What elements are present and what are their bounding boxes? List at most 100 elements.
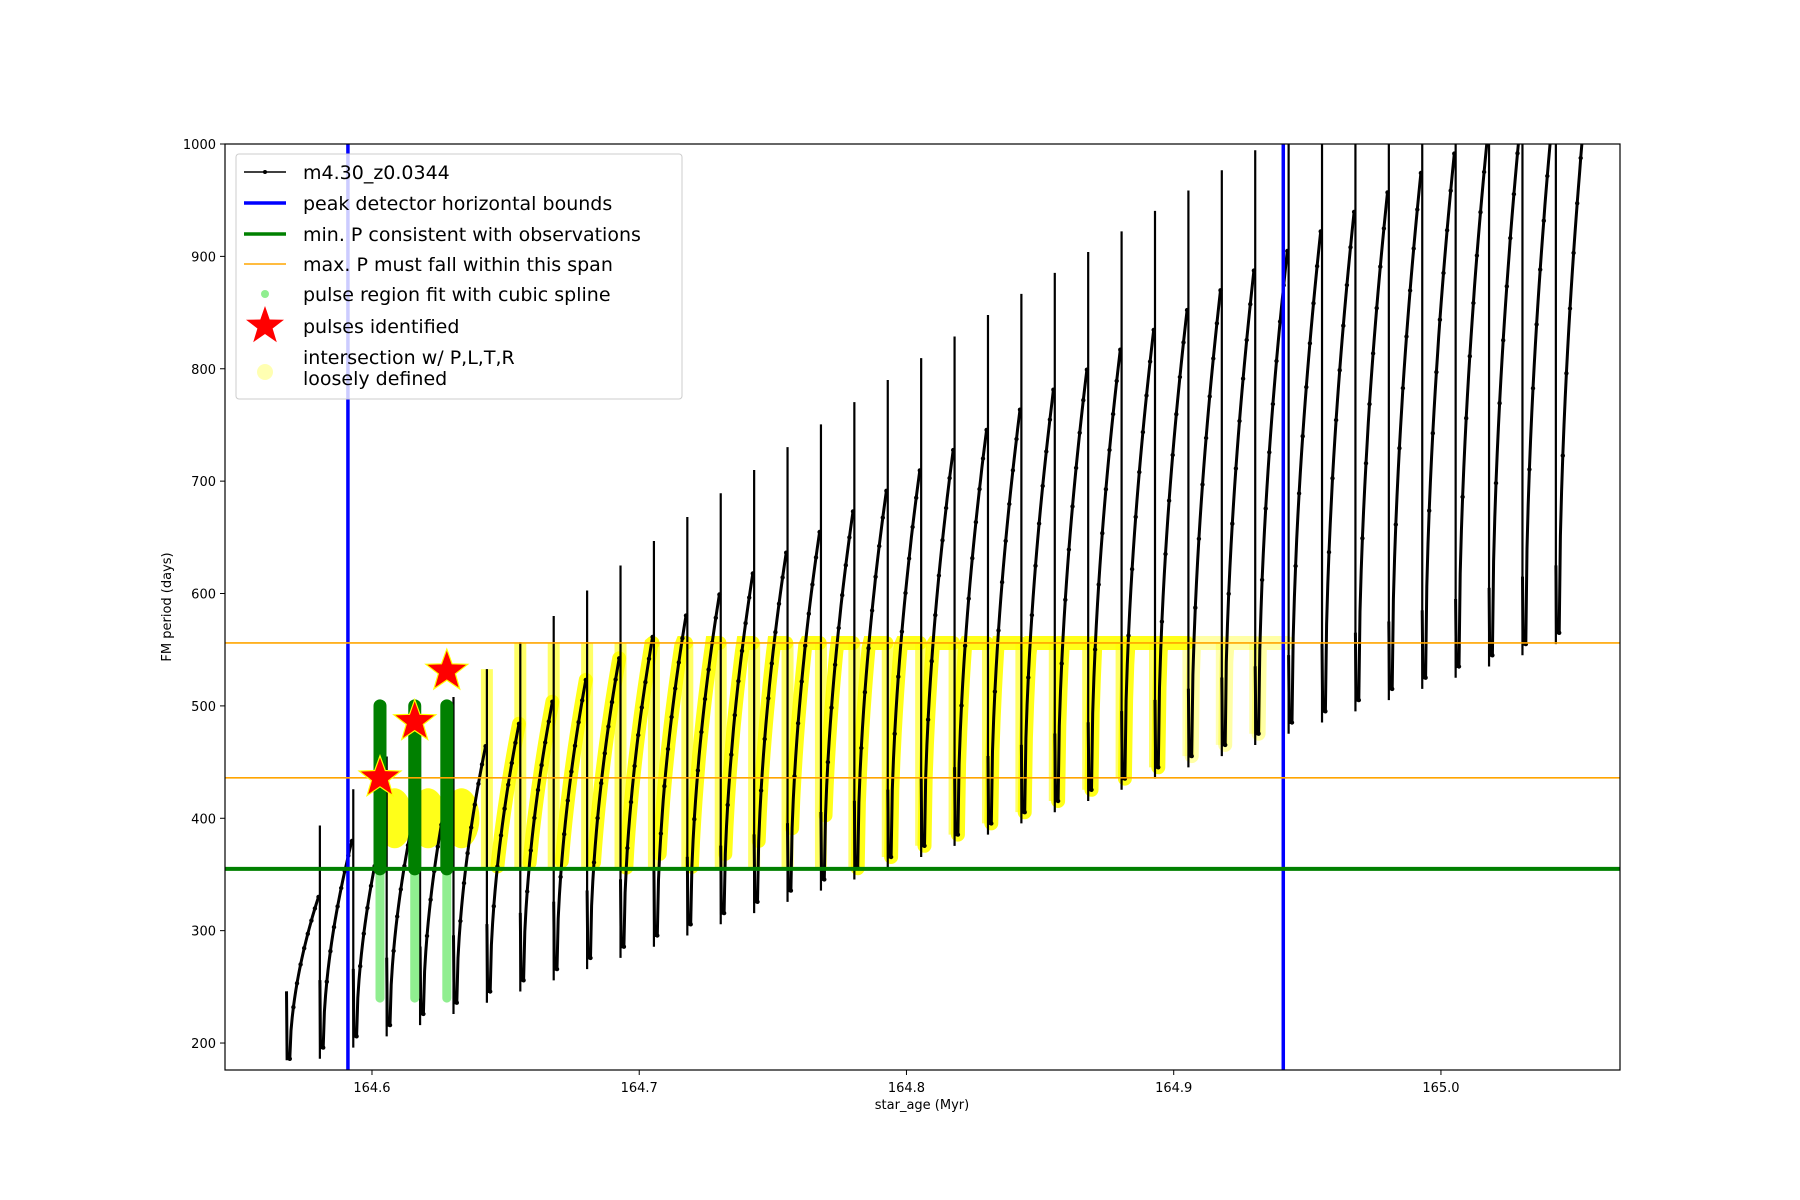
track-point [1501,338,1506,343]
track-segment [886,470,922,859]
track-point [1055,798,1061,804]
track-segment [1053,369,1089,803]
track-point [1244,337,1249,343]
track-point [1137,469,1142,475]
track-segment [1387,172,1423,691]
track-point [1471,300,1476,306]
track-segment [1320,211,1356,713]
legend-swatch-pulses [246,306,284,343]
track-segment [619,636,655,949]
track-point [1311,301,1316,306]
track-point [1549,132,1553,136]
track-point [992,689,998,694]
track-point [588,955,593,961]
track-point [1193,605,1198,610]
track-point [1464,416,1469,421]
track-point [955,832,961,837]
track-point [843,563,848,568]
track-point [609,699,615,705]
track-point [621,944,627,949]
track-point [680,636,685,641]
track-point [309,918,314,923]
track-point [525,889,530,894]
track-point [1304,384,1309,390]
track-point [970,556,975,561]
track-point [1486,132,1490,136]
legend-label-intersection-line: intersection w/ P,L,T,R [303,347,515,369]
track-point [491,904,496,909]
track-point [822,877,827,882]
track-point [929,659,934,664]
track-point [294,981,300,986]
track-segment [585,658,621,960]
track-point [1337,368,1342,373]
track-point [655,933,660,938]
track-point [1504,284,1510,289]
track-point [1163,551,1168,557]
legend: m4.30_z0.0344 peak detector horizontal b… [235,153,683,400]
track-point [472,802,477,807]
track-point [435,844,440,849]
track-point [602,751,607,756]
track-point [521,978,526,983]
track-point [1397,446,1402,451]
y-tick-label: 700 [191,475,216,490]
track-point [625,845,630,851]
track-point [1333,417,1339,423]
track-point [1207,394,1212,399]
track-segment [852,490,888,870]
track-point [1326,550,1332,555]
track-point [324,979,329,984]
track-point [454,1000,459,1005]
track-point [1370,351,1376,356]
track-point [665,746,671,752]
track-point [1129,567,1135,572]
track-point [1156,765,1161,770]
y-tick-label: 300 [191,925,216,940]
track-point [595,815,600,821]
track-segment [1186,290,1222,758]
track-point [780,575,785,580]
track-segment [719,573,755,915]
track-point [773,630,778,635]
track-point [1022,810,1027,815]
track-point [613,677,618,682]
track-point [999,580,1005,585]
track-point [1089,787,1094,792]
y-tick-label: 600 [191,588,216,603]
track-point [565,798,570,803]
pulse-star [392,697,438,741]
track-point [966,596,971,601]
track-point [1126,633,1131,638]
track-point [1534,322,1539,327]
x-axis: 164.6 164.7 164.8 164.9 165.0 [353,1070,1460,1096]
track-point [996,628,1001,633]
track-point [1407,288,1413,293]
track-point [862,690,868,695]
track-point [1415,207,1420,212]
track-point [1367,401,1372,407]
track-point [1059,661,1064,666]
track-point [989,821,994,826]
track-point [769,661,774,666]
track-point [639,705,644,710]
track-point [1066,547,1072,552]
track-point [847,535,852,540]
track-point [513,740,518,745]
track-point [873,574,878,579]
track-point [799,679,804,684]
track-point [387,1022,393,1028]
track-point [1344,282,1350,288]
track-point [706,667,711,672]
track-point [1100,531,1105,536]
track-point [1200,482,1205,487]
track-point [1140,429,1146,435]
track-point [980,456,986,461]
track-point [632,763,637,769]
x-tick-label: 164.7 [621,1081,658,1096]
track-point [1541,218,1547,223]
y-tick-label: 500 [191,700,216,715]
track-point [699,729,704,735]
track-point [1430,431,1436,436]
track-point [558,874,563,880]
